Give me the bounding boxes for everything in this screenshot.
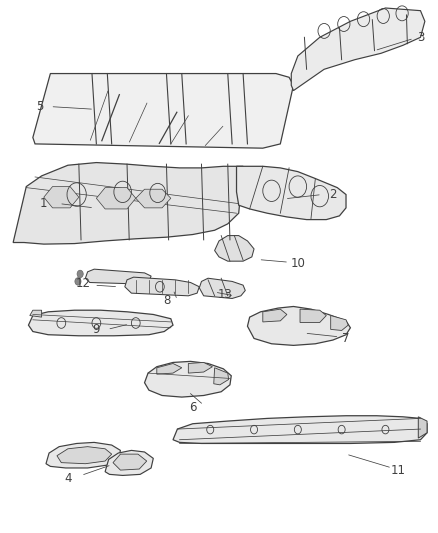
Polygon shape — [13, 163, 243, 244]
Text: 7: 7 — [342, 332, 350, 345]
Polygon shape — [188, 362, 212, 373]
Text: 9: 9 — [92, 323, 100, 336]
Polygon shape — [113, 454, 147, 470]
Polygon shape — [125, 277, 199, 296]
Polygon shape — [96, 188, 136, 209]
Polygon shape — [173, 416, 427, 443]
Text: 13: 13 — [218, 288, 233, 301]
Text: 2: 2 — [329, 188, 337, 201]
Text: 1: 1 — [40, 197, 48, 210]
Circle shape — [75, 278, 81, 285]
Text: 12: 12 — [76, 277, 91, 290]
Polygon shape — [105, 450, 153, 475]
Polygon shape — [136, 189, 171, 208]
Text: 11: 11 — [391, 464, 406, 477]
Polygon shape — [157, 364, 182, 374]
Text: 6: 6 — [189, 401, 197, 414]
Text: 3: 3 — [417, 31, 424, 44]
Text: 10: 10 — [290, 257, 305, 270]
Polygon shape — [237, 166, 346, 220]
Polygon shape — [46, 442, 120, 468]
Polygon shape — [28, 310, 173, 336]
Polygon shape — [33, 74, 293, 148]
Polygon shape — [215, 236, 254, 261]
Polygon shape — [199, 278, 245, 298]
Text: 8: 8 — [163, 294, 170, 306]
Polygon shape — [418, 417, 427, 438]
Polygon shape — [30, 310, 42, 317]
Polygon shape — [57, 447, 112, 464]
Circle shape — [77, 270, 83, 278]
Polygon shape — [145, 361, 231, 397]
Polygon shape — [44, 187, 79, 208]
Polygon shape — [331, 316, 348, 330]
Text: 5: 5 — [36, 100, 43, 113]
Polygon shape — [291, 8, 425, 91]
Polygon shape — [263, 309, 287, 322]
Polygon shape — [300, 309, 326, 322]
Polygon shape — [85, 269, 151, 284]
Polygon shape — [214, 368, 229, 385]
Polygon shape — [247, 306, 350, 345]
Text: 4: 4 — [64, 472, 72, 485]
